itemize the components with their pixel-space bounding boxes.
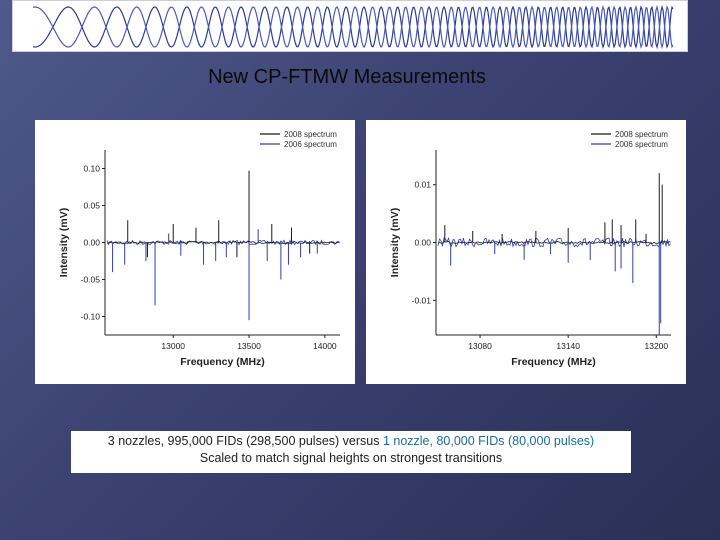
legend-label: 2008 spectrum bbox=[284, 130, 337, 139]
spectrum-chart-zoom: 0.01 0.00 -0.01 13080 13140 13200 Frequency (M… bbox=[366, 120, 686, 384]
caption-text-b: 1 nozzle, 80,000 FIDs (80,000 pulses) bbox=[382, 434, 595, 448]
banner-wave-b bbox=[32, 4, 674, 50]
header-banner bbox=[12, 0, 688, 52]
x-tick-label: 13140 bbox=[556, 341, 580, 351]
chart-svg-wide: 0.10 0.05 0.00 -0.05 -0.10 13000 13500 14000 Fre… bbox=[58, 130, 340, 368]
y-tick-label: 0.00 bbox=[83, 238, 100, 248]
y-tick-label: -0.10 bbox=[81, 312, 101, 322]
caption-text-a: 3 nozzles, 995,000 FIDs (298,500 pulses)… bbox=[107, 434, 383, 448]
slide-title: New CP-FTMW Measurements bbox=[208, 66, 486, 88]
x-tick-label: 13200 bbox=[644, 341, 668, 351]
x-axis-label: Frequency (MHz) bbox=[511, 356, 596, 368]
x-tick-label: 13000 bbox=[161, 341, 185, 351]
y-axis-label: Intensity (mV) bbox=[389, 208, 401, 277]
y-axis-label: Intensity (mV) bbox=[58, 208, 70, 277]
caption-line-2: Scaled to match signal heights on strong… bbox=[199, 451, 503, 465]
y-tick-label: -0.05 bbox=[81, 275, 101, 285]
x-tick-label: 14000 bbox=[313, 341, 337, 351]
series-baseline-2008 bbox=[437, 240, 671, 245]
y-tick-label: 0.01 bbox=[414, 180, 431, 190]
x-axis-label: Frequency (MHz) bbox=[180, 356, 265, 368]
caption-box: 3 nozzles, 995,000 FIDs (298,500 pulses)… bbox=[71, 431, 631, 473]
y-tick-label: 0.10 bbox=[83, 164, 100, 174]
legend-label: 2008 spectrum bbox=[615, 130, 668, 139]
x-tick-label: 13500 bbox=[237, 341, 261, 351]
x-tick-label: 13080 bbox=[468, 341, 492, 351]
series-baseline-2006 bbox=[437, 236, 671, 248]
banner-pattern bbox=[32, 4, 674, 50]
y-tick-label: 0.00 bbox=[414, 238, 431, 248]
y-tick-label: 0.05 bbox=[83, 201, 100, 211]
spectrum-chart-wide: 0.10 0.05 0.00 -0.05 -0.10 13000 13500 14000 Fre… bbox=[35, 120, 355, 384]
banner-wave-a bbox=[32, 4, 674, 50]
caption-line-1: 3 nozzles, 995,000 FIDs (298,500 pulses)… bbox=[77, 433, 625, 450]
legend-label: 2006 spectrum bbox=[284, 140, 337, 149]
y-tick-label: -0.01 bbox=[412, 295, 432, 305]
legend-label: 2006 spectrum bbox=[615, 140, 668, 149]
chart-svg-zoom: 0.01 0.00 -0.01 13080 13140 13200 Frequency (M… bbox=[389, 130, 671, 368]
